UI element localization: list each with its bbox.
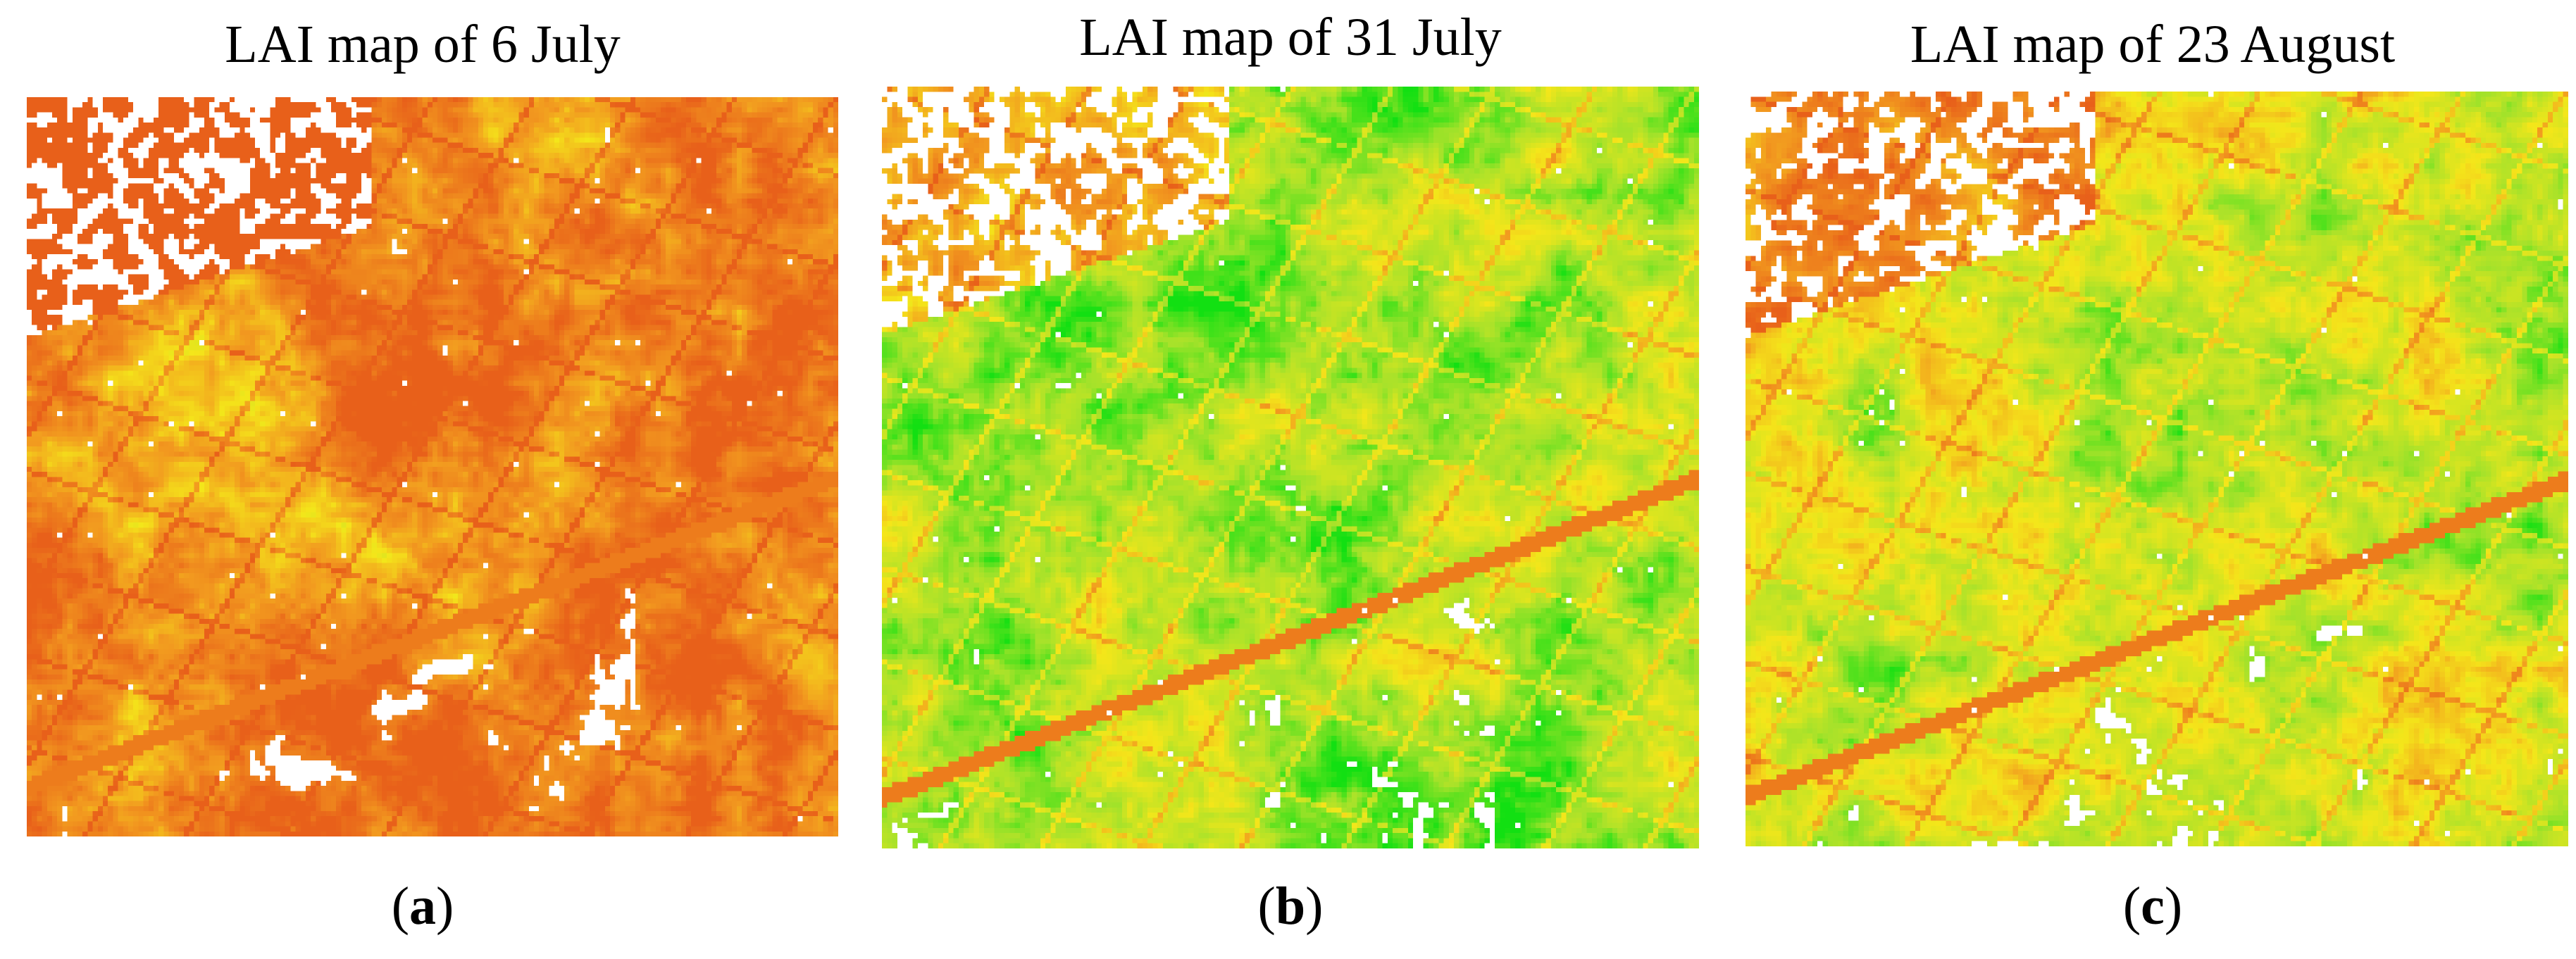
- lai-map-c: [1746, 92, 2568, 846]
- caption-close-c: ): [2164, 877, 2183, 936]
- caption-close-b: ): [1305, 877, 1324, 936]
- panel-b: LAI map of 31 July (b): [875, 0, 1706, 959]
- panel-c: LAI map of 23 August (c): [1737, 0, 2568, 959]
- caption-open-a: (: [391, 877, 409, 936]
- caption-letter-a: a: [409, 877, 436, 936]
- caption-letter-c: c: [2141, 877, 2165, 936]
- panel-a-title: LAI map of 6 July: [225, 15, 621, 74]
- lai-raster-b: [882, 87, 1699, 848]
- caption-open-c: (: [2122, 877, 2141, 936]
- panel-c-caption: (c): [1737, 875, 2568, 938]
- lai-map-b: [882, 87, 1699, 848]
- panel-b-caption: (b): [875, 875, 1706, 938]
- caption-letter-b: b: [1275, 877, 1306, 936]
- panel-b-title: LAI map of 31 July: [1079, 8, 1502, 67]
- lai-map-a: [27, 97, 838, 836]
- panel-a-caption: (a): [7, 875, 838, 938]
- caption-close-a: ): [436, 877, 454, 936]
- panel-c-title: LAI map of 23 August: [1910, 15, 2396, 74]
- lai-raster-a: [27, 97, 838, 836]
- lai-raster-c: [1746, 92, 2568, 846]
- caption-open-b: (: [1257, 877, 1276, 936]
- panel-a: LAI map of 6 July (a): [7, 0, 838, 959]
